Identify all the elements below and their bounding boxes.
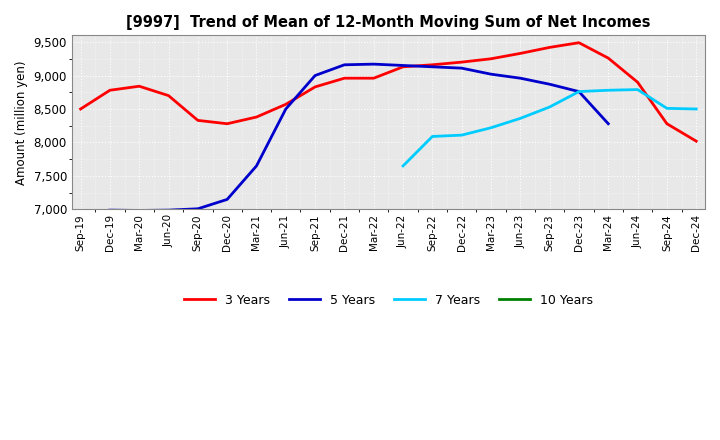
3 Years <box>634 80 642 85</box>
3 Years <box>428 62 437 67</box>
3 Years <box>487 56 495 62</box>
3 Years <box>76 106 85 112</box>
5 Years <box>428 64 437 70</box>
7 Years <box>545 104 554 110</box>
3 Years <box>106 88 114 93</box>
5 Years <box>516 76 525 81</box>
3 Years <box>604 55 613 61</box>
5 Years <box>135 208 143 213</box>
5 Years <box>164 208 173 213</box>
Y-axis label: Amount (million yen): Amount (million yen) <box>15 60 28 185</box>
5 Years <box>311 73 320 78</box>
3 Years <box>457 59 466 65</box>
3 Years <box>223 121 232 126</box>
5 Years <box>545 81 554 87</box>
Line: 3 Years: 3 Years <box>81 43 696 141</box>
3 Years <box>575 40 583 45</box>
7 Years <box>428 134 437 139</box>
7 Years <box>634 87 642 92</box>
3 Years <box>252 114 261 120</box>
3 Years <box>282 102 290 107</box>
5 Years <box>369 62 378 67</box>
7 Years <box>692 106 701 112</box>
5 Years <box>282 106 290 112</box>
3 Years <box>194 118 202 123</box>
5 Years <box>340 62 348 67</box>
7 Years <box>487 125 495 130</box>
3 Years <box>369 76 378 81</box>
5 Years <box>399 63 408 68</box>
3 Years <box>164 93 173 98</box>
3 Years <box>516 51 525 56</box>
3 Years <box>135 84 143 89</box>
7 Years <box>662 106 671 111</box>
5 Years <box>252 163 261 169</box>
5 Years <box>223 197 232 202</box>
7 Years <box>604 88 613 93</box>
5 Years <box>106 208 114 213</box>
5 Years <box>487 72 495 77</box>
Line: 7 Years: 7 Years <box>403 90 696 166</box>
7 Years <box>399 163 408 169</box>
Legend: 3 Years, 5 Years, 7 Years, 10 Years: 3 Years, 5 Years, 7 Years, 10 Years <box>179 289 598 312</box>
5 Years <box>604 121 613 126</box>
3 Years <box>662 121 671 126</box>
5 Years <box>457 66 466 71</box>
3 Years <box>692 139 701 144</box>
5 Years <box>575 89 583 94</box>
7 Years <box>575 89 583 94</box>
Title: [9997]  Trend of Mean of 12-Month Moving Sum of Net Incomes: [9997] Trend of Mean of 12-Month Moving … <box>126 15 651 30</box>
7 Years <box>457 132 466 138</box>
3 Years <box>340 76 348 81</box>
3 Years <box>311 84 320 89</box>
5 Years <box>194 206 202 212</box>
3 Years <box>545 45 554 50</box>
3 Years <box>399 64 408 70</box>
7 Years <box>516 116 525 121</box>
Line: 5 Years: 5 Years <box>110 64 608 210</box>
